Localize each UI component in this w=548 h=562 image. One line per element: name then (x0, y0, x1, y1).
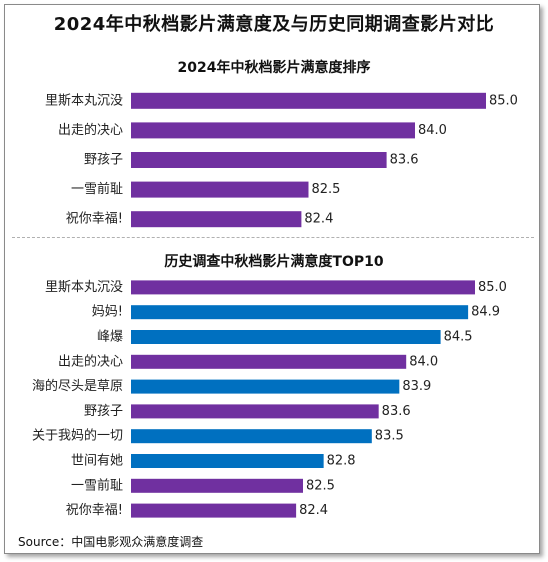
chart-1-bar-4 (131, 181, 309, 198)
chart-2-category-label: 世间有她 (71, 454, 123, 469)
chart-2-value-label: 85.0 (478, 280, 507, 295)
chart-1-bar-3 (131, 152, 387, 168)
chart-2-value-label: 82.5 (306, 478, 335, 493)
chart-2-bar-9 (131, 478, 303, 493)
chart-2-category-label: 出走的决心 (58, 353, 123, 369)
chart-2-value-label: 83.5 (375, 429, 404, 444)
chart-2-bar-10 (131, 503, 297, 518)
chart-2-bar-2 (131, 305, 469, 320)
chart-2-title: 历史调查中秋档影片满意度TOP10 (164, 254, 384, 270)
chart-2-bar-1 (131, 280, 475, 295)
chart-1-value-label: 82.4 (304, 212, 333, 227)
chart-1-value-label: 85.0 (489, 93, 518, 108)
chart-2-value-label: 82.8 (327, 454, 356, 469)
chart-1-bar-2 (131, 122, 415, 139)
chart-1-category-label: 祝你幸福! (66, 212, 123, 227)
source-note: Source：中国电影观众满意度调查 (18, 535, 204, 549)
chart-1-value-label: 84.0 (418, 123, 447, 138)
section-divider (12, 237, 534, 238)
chart-1-category-label: 里斯本丸沉没 (45, 93, 123, 108)
chart-1-category-label: 出走的决心 (58, 122, 123, 138)
chart-1-bar-5 (131, 211, 302, 228)
chart-2-category-label: 里斯本丸沉没 (45, 280, 123, 295)
chart-2-category-label: 祝你幸福! (66, 503, 123, 518)
chart-2-value-label: 84.9 (471, 305, 500, 320)
chart-2-bar-4 (131, 354, 407, 369)
chart-1-bar-1 (131, 92, 486, 109)
chart-1-category-label: 野孩子 (84, 153, 123, 168)
chart-2-value-label: 83.6 (382, 404, 411, 419)
chart-2-category-label: 一雪前耻 (71, 477, 123, 493)
chart-2-value-label: 83.9 (402, 379, 431, 394)
chart-2-category-label: 峰爆 (97, 330, 123, 345)
chart-2-category-label: 海的尽头是草原 (32, 378, 123, 394)
chart-2-value-label: 84.0 (409, 354, 438, 369)
chart-2-bar-8 (131, 454, 324, 468)
page-title: 2024年中秋档影片满意度及与历史同期调查影片对比 (53, 14, 495, 35)
chart-1-value-label: 83.6 (390, 153, 419, 168)
chart-2-category-label: 关于我妈的一切 (32, 428, 123, 444)
chart-2-category-label: 妈妈! (92, 305, 123, 320)
chart-1-title: 2024年中秋档影片满意度排序 (177, 60, 371, 76)
chart-2-category-label: 野孩子 (84, 404, 123, 419)
chart-2-value-label: 84.5 (444, 330, 473, 345)
chart-1-value-label: 82.5 (312, 182, 341, 197)
chart-2-bar-6 (131, 404, 379, 419)
chart-2-bar-5 (131, 379, 400, 394)
chart-1-category-label: 一雪前耻 (71, 181, 123, 197)
chart-2-value-label: 82.4 (299, 503, 328, 518)
chart-2-bar-7 (131, 429, 372, 444)
chart-2-bar-3 (131, 330, 441, 344)
